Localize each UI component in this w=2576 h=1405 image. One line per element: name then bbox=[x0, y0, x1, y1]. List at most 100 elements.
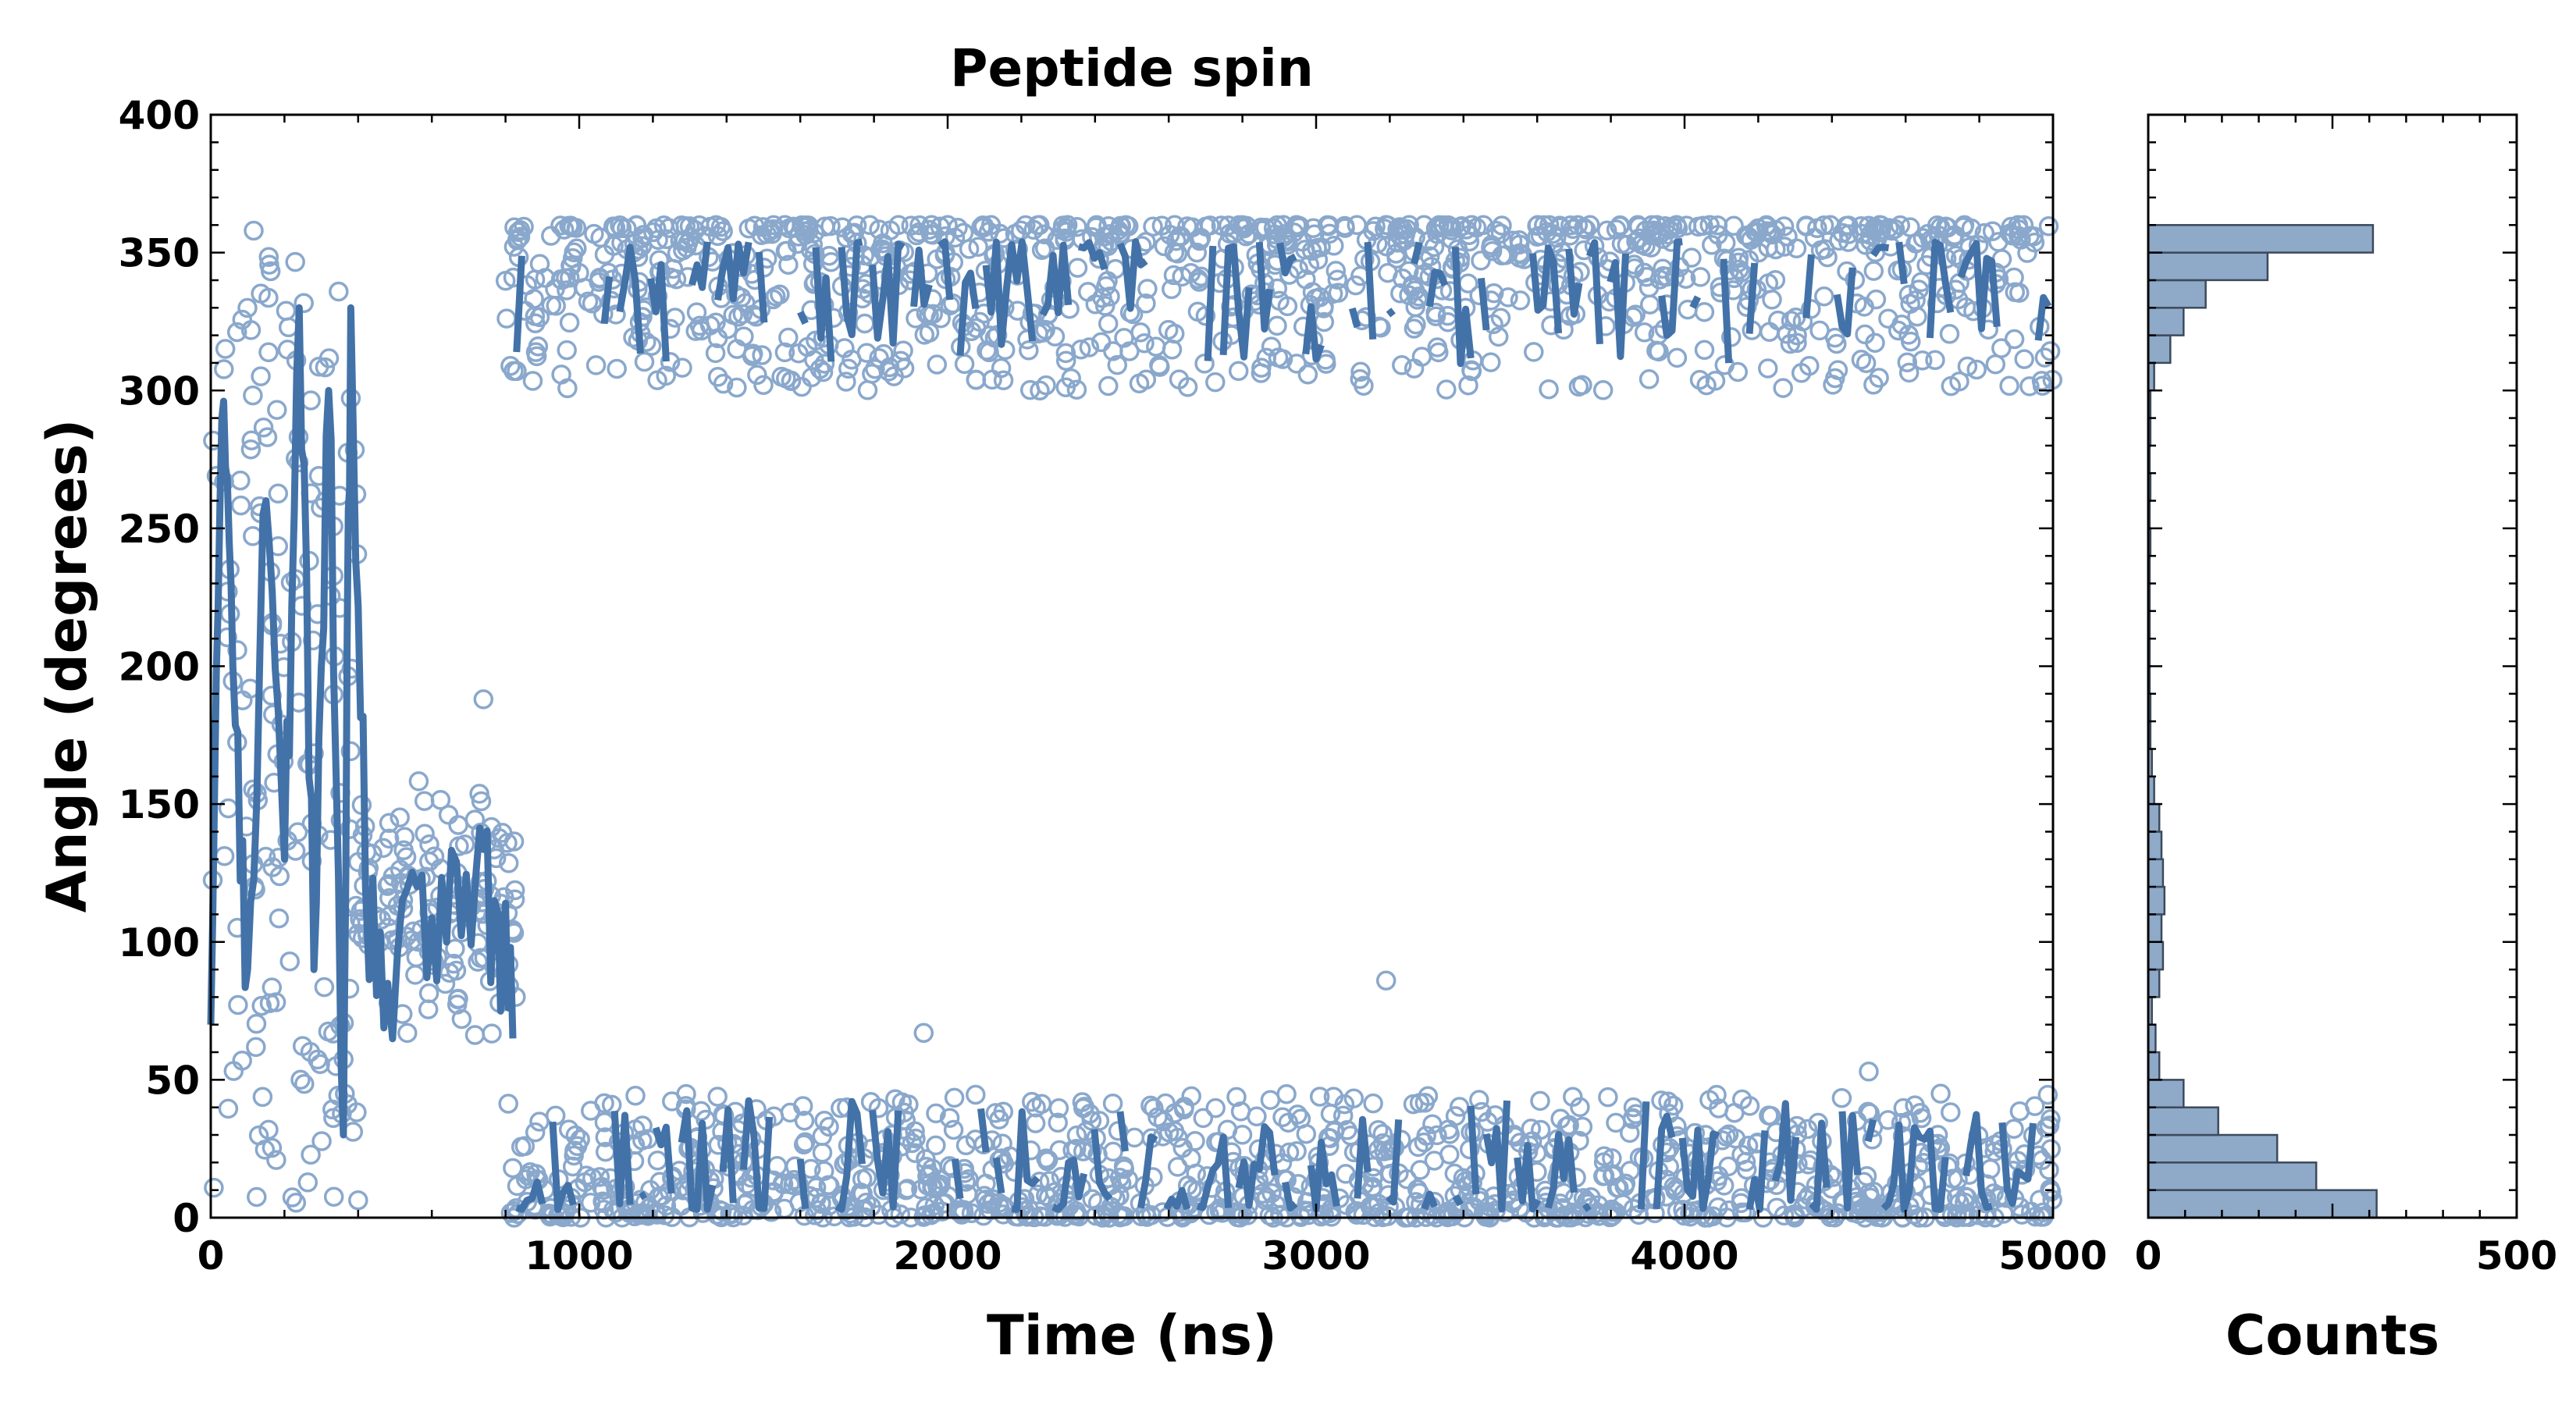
scatter-point bbox=[626, 215, 647, 236]
scatter-point bbox=[1055, 350, 1076, 371]
scatter-point bbox=[1432, 215, 1453, 236]
x-tick-label: 2000 bbox=[893, 1233, 1002, 1279]
scatter-point bbox=[1295, 240, 1315, 260]
scatter-point bbox=[1620, 1122, 1640, 1144]
scatter-point bbox=[269, 866, 290, 887]
scatter-point bbox=[1469, 1090, 1489, 1110]
scatter-point bbox=[1690, 267, 1711, 287]
x-tick-label: 1000 bbox=[525, 1233, 633, 1279]
scatter-point bbox=[1758, 358, 1778, 379]
scatter-point bbox=[276, 301, 297, 321]
scatter-point bbox=[507, 361, 527, 382]
scatter-point bbox=[1546, 1200, 1566, 1222]
scatter-point bbox=[1048, 1098, 1069, 1119]
scatter-point bbox=[1539, 379, 1559, 400]
scatter-point bbox=[1019, 340, 1039, 361]
scatter-point bbox=[1483, 1186, 1504, 1207]
scatter-point bbox=[1941, 1102, 1961, 1122]
scatter-point bbox=[1824, 327, 1845, 348]
scatter-point bbox=[869, 219, 889, 240]
x-tick-label: 3000 bbox=[1261, 1233, 1370, 1279]
scatter-point bbox=[258, 1119, 279, 1140]
scatter-point bbox=[394, 827, 415, 847]
scatter-point bbox=[1941, 375, 1962, 397]
scatter-point bbox=[1077, 282, 1098, 302]
scatter-point bbox=[1667, 347, 1688, 368]
scatter-point bbox=[837, 1097, 857, 1118]
scatter-point bbox=[1195, 305, 1216, 326]
scatter-point bbox=[1863, 261, 1884, 281]
scatter-point bbox=[1205, 1097, 1226, 1119]
scatter-point bbox=[778, 254, 799, 275]
scatter-point bbox=[690, 1196, 710, 1216]
scatter-point bbox=[901, 215, 921, 236]
scatter-point bbox=[1610, 215, 1631, 236]
scatter-point bbox=[909, 215, 930, 236]
scatter-point bbox=[814, 1161, 834, 1181]
scatter-point bbox=[1261, 336, 1282, 357]
scatter-point bbox=[1646, 215, 1667, 236]
scatter-point bbox=[959, 1169, 979, 1190]
scatter-point bbox=[1527, 226, 1548, 247]
scatter-markers bbox=[202, 215, 2063, 1228]
scatter-point bbox=[443, 953, 464, 974]
scatter-point bbox=[1137, 279, 1158, 299]
histogram-bar bbox=[2147, 307, 2185, 336]
scatter-point bbox=[408, 771, 429, 791]
scatter-point bbox=[1458, 375, 1478, 396]
scatter-point bbox=[243, 779, 263, 800]
scatter-point bbox=[1566, 1167, 1586, 1188]
scatter-point bbox=[1017, 329, 1037, 350]
scatter-point bbox=[1277, 296, 1298, 317]
scatter-point bbox=[553, 219, 575, 240]
scatter-point bbox=[888, 215, 909, 236]
scatter-point bbox=[1086, 1205, 1106, 1226]
scatter-point bbox=[1186, 1163, 1206, 1184]
scatter-point bbox=[464, 809, 486, 830]
scatter-point bbox=[1096, 276, 1116, 297]
scatter-point bbox=[656, 365, 676, 386]
scatter-point bbox=[1658, 1091, 1678, 1112]
scatter-point bbox=[1999, 375, 2019, 397]
scatter-point bbox=[430, 790, 451, 810]
scatter-point bbox=[279, 951, 300, 972]
scatter-point bbox=[1707, 215, 1728, 236]
scatter-point bbox=[2004, 1119, 2024, 1139]
scatter-point bbox=[251, 283, 271, 304]
scatter-point bbox=[1304, 224, 1325, 245]
scatter-point bbox=[1667, 1200, 1688, 1222]
scatter-point bbox=[890, 1204, 911, 1225]
scatter-point bbox=[449, 836, 469, 856]
scatter-point bbox=[560, 1187, 582, 1208]
scatter-point bbox=[1026, 1097, 1046, 1118]
scatter-point bbox=[1908, 1156, 1928, 1177]
scatter-point bbox=[268, 483, 289, 504]
scatter-point bbox=[836, 1200, 856, 1221]
scatter-point bbox=[507, 222, 528, 242]
scatter-point bbox=[1945, 245, 1966, 266]
scatter-point bbox=[1745, 221, 1766, 242]
scatter-point bbox=[278, 317, 299, 338]
scatter-point bbox=[511, 1136, 532, 1158]
scatter-point bbox=[1891, 1112, 1912, 1133]
scatter-point bbox=[991, 357, 1012, 379]
scatter-point bbox=[746, 1099, 767, 1119]
scatter-point bbox=[2038, 216, 2059, 237]
scatter-point bbox=[557, 340, 577, 361]
scatter-point bbox=[1389, 217, 1410, 237]
scatter-point bbox=[1277, 231, 1298, 252]
scatter-point bbox=[529, 1112, 550, 1132]
scatter-point bbox=[1773, 378, 1793, 398]
scatter-point bbox=[966, 1084, 986, 1105]
scatter-point bbox=[884, 366, 904, 386]
scatter-point bbox=[1067, 258, 1088, 278]
scatter-point bbox=[1832, 1190, 1852, 1211]
scatter-point bbox=[1843, 1202, 1863, 1223]
scatter-point bbox=[2009, 1197, 2030, 1217]
scatter-point bbox=[240, 439, 262, 460]
scatter-point bbox=[617, 218, 637, 239]
scatter-point bbox=[1930, 1083, 1951, 1104]
scatter-point bbox=[727, 377, 747, 398]
scatter-point bbox=[1011, 220, 1031, 240]
scatter-point bbox=[1461, 215, 1482, 236]
